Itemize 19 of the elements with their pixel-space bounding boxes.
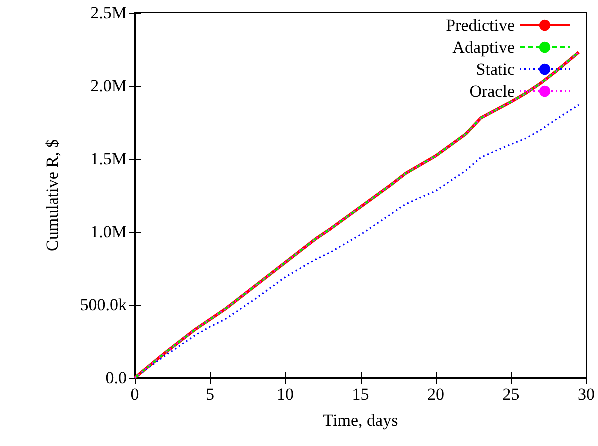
x-tick-label: 25 [502, 385, 520, 404]
legend-label: Adaptive [452, 38, 515, 57]
y-tick-label: 0.0 [106, 368, 127, 388]
x-tick-label: 5 [206, 385, 214, 404]
x-tick-label: 20 [428, 385, 444, 404]
x-tick-label: 10 [277, 385, 294, 404]
x-tick-label: 0 [130, 385, 140, 404]
y-tick-label: 2.5M [90, 4, 127, 22]
legend-label: Static [476, 60, 516, 79]
y-tick-label: 2.0M [90, 76, 127, 96]
legend-label: Predictive [446, 16, 515, 35]
x-axis-title: Time, days [323, 411, 398, 430]
y-tick-label: 1.0M [90, 222, 127, 242]
x-tick-label: 15 [352, 385, 370, 404]
y-tick-label: 1.5M [90, 150, 127, 168]
y-tick-label: 500.0k [80, 296, 128, 314]
y-axis-title: Cumulative R, $ [43, 140, 62, 252]
legend-label: Oracle [470, 82, 515, 101]
x-tick-label: 30 [578, 385, 595, 404]
